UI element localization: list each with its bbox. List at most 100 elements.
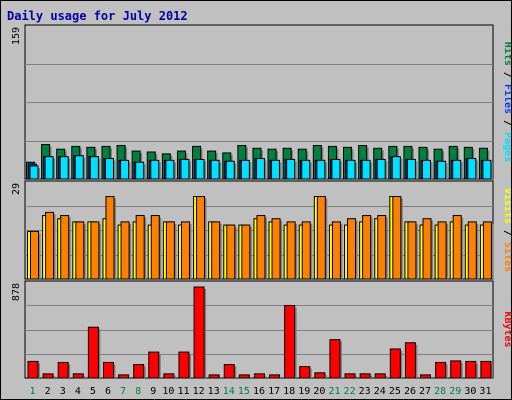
sites-bar-day-28 [437, 221, 447, 280]
x-tick-label-day-16: 16 [253, 386, 265, 397]
sites-bar-day-23 [362, 215, 372, 280]
kbytes-bar-day-4 [72, 373, 84, 379]
sites-bar-day-15 [241, 224, 251, 280]
x-tick-label-day-3: 3 [60, 386, 66, 397]
pages-bar-day-16 [255, 158, 265, 180]
kbytes-bar-day-12 [193, 286, 205, 379]
sites-bar-day-31 [482, 221, 492, 280]
ymax-label-top: 159 [11, 27, 22, 45]
x-tick-label-day-26: 26 [404, 386, 416, 397]
kbytes-bar-day-24 [374, 373, 386, 379]
pages-bar-day-23 [361, 159, 371, 180]
x-tick-label-day-4: 4 [75, 386, 81, 397]
sites-bar-day-11 [180, 221, 190, 280]
pages-bar-day-7 [120, 159, 130, 180]
kbytes-bar-day-16 [253, 373, 265, 379]
sites-bar-day-29 [452, 215, 462, 280]
sites-bar-day-2 [45, 211, 55, 280]
x-tick-label-day-2: 2 [45, 386, 51, 397]
kbytes-bar-day-26 [404, 342, 416, 379]
pages-bar-day-8 [135, 161, 145, 180]
pages-bar-day-11 [180, 158, 190, 180]
legend-kbytes: KBytes [502, 311, 511, 347]
pages-bar-day-29 [452, 159, 462, 180]
pages-bar-day-15 [240, 159, 250, 180]
pages-bar-day-24 [376, 158, 386, 180]
pages-bar-day-1 [29, 165, 39, 180]
x-tick-label-day-8: 8 [135, 386, 141, 397]
sites-bar-day-21 [331, 221, 341, 280]
kbytes-bar-day-19 [299, 366, 311, 379]
x-tick-label-day-5: 5 [90, 386, 96, 397]
legend-pages: Pages [502, 132, 511, 162]
sites-bar-day-7 [120, 221, 130, 280]
sites-bar-day-6 [105, 196, 115, 280]
kbytes-bar-day-17 [269, 374, 281, 379]
pages-bar-day-3 [59, 156, 69, 180]
pages-bar-day-21 [331, 158, 341, 180]
sites-bar-day-12 [196, 196, 206, 280]
legend-bottom-panel: KBytes [502, 311, 511, 347]
sites-bar-day-27 [422, 218, 432, 280]
sites-bar-day-16 [256, 215, 266, 280]
pages-bar-day-20 [316, 159, 326, 180]
sites-bar-day-3 [60, 215, 70, 280]
x-tick-label-day-22: 22 [344, 386, 356, 397]
legend-hits: Hits [502, 42, 511, 66]
x-tick-label-day-29: 29 [449, 386, 461, 397]
pages-bar-day-14 [225, 160, 235, 180]
pages-bar-day-9 [150, 159, 160, 180]
x-tick-label-day-7: 7 [120, 386, 126, 397]
kbytes-bar-day-14 [223, 364, 235, 379]
pages-bar-day-12 [195, 158, 205, 180]
x-tick-label-day-27: 27 [419, 386, 431, 397]
kbytes-bar-day-1 [27, 360, 39, 379]
sites-bar-day-20 [316, 196, 326, 280]
pages-bar-day-6 [104, 158, 114, 180]
sites-bar-day-17 [271, 218, 281, 280]
x-tick-label-day-10: 10 [162, 386, 174, 397]
pages-bar-day-25 [391, 156, 401, 180]
x-tick-label-day-13: 13 [208, 386, 220, 397]
kbytes-bar-day-8 [133, 364, 145, 379]
sites-bar-day-22 [347, 218, 357, 280]
x-tick-label-day-1: 1 [30, 386, 36, 397]
x-tick-label-day-18: 18 [283, 386, 295, 397]
x-tick-label-day-15: 15 [238, 386, 250, 397]
x-tick-label-day-6: 6 [105, 386, 111, 397]
x-tick-label-day-31: 31 [479, 386, 491, 397]
kbytes-bar-day-21 [329, 339, 341, 379]
kbytes-bar-day-20 [314, 372, 326, 379]
x-tick-label-day-20: 20 [313, 386, 325, 397]
pages-bar-day-13 [210, 159, 220, 180]
kbytes-bar-day-23 [359, 373, 371, 379]
pages-bar-day-22 [346, 159, 356, 180]
kbytes-bar-day-7 [118, 374, 130, 379]
kbytes-bar-day-15 [238, 374, 250, 379]
x-tick-label-day-23: 23 [359, 386, 371, 397]
kbytes-bar-day-10 [163, 373, 175, 379]
sites-bar-day-1 [30, 230, 39, 280]
sites-bar-day-18 [286, 221, 296, 280]
kbytes-bar-day-27 [420, 374, 432, 379]
kbytes-bar-day-11 [178, 351, 190, 379]
legend-sites: Sites [502, 242, 511, 272]
pages-bar-day-4 [74, 155, 84, 180]
pages-bar-day-28 [437, 160, 447, 180]
sites-bar-day-26 [407, 221, 417, 280]
pages-bar-day-10 [165, 159, 175, 180]
kbytes-bar-day-2 [42, 373, 54, 379]
sites-bar-day-24 [377, 215, 387, 280]
pages-bar-day-30 [467, 158, 477, 180]
sites-bar-day-30 [467, 221, 477, 280]
kbytes-bar-day-3 [57, 361, 69, 379]
kbytes-bar-day-9 [148, 351, 160, 379]
pages-bar-day-19 [301, 159, 311, 180]
kbytes-bar-day-31 [480, 360, 492, 379]
pages-bar-day-17 [271, 159, 281, 180]
kbytes-bar-day-22 [344, 373, 356, 379]
pages-bar-day-26 [406, 158, 416, 180]
x-tick-label-day-9: 9 [150, 386, 156, 397]
